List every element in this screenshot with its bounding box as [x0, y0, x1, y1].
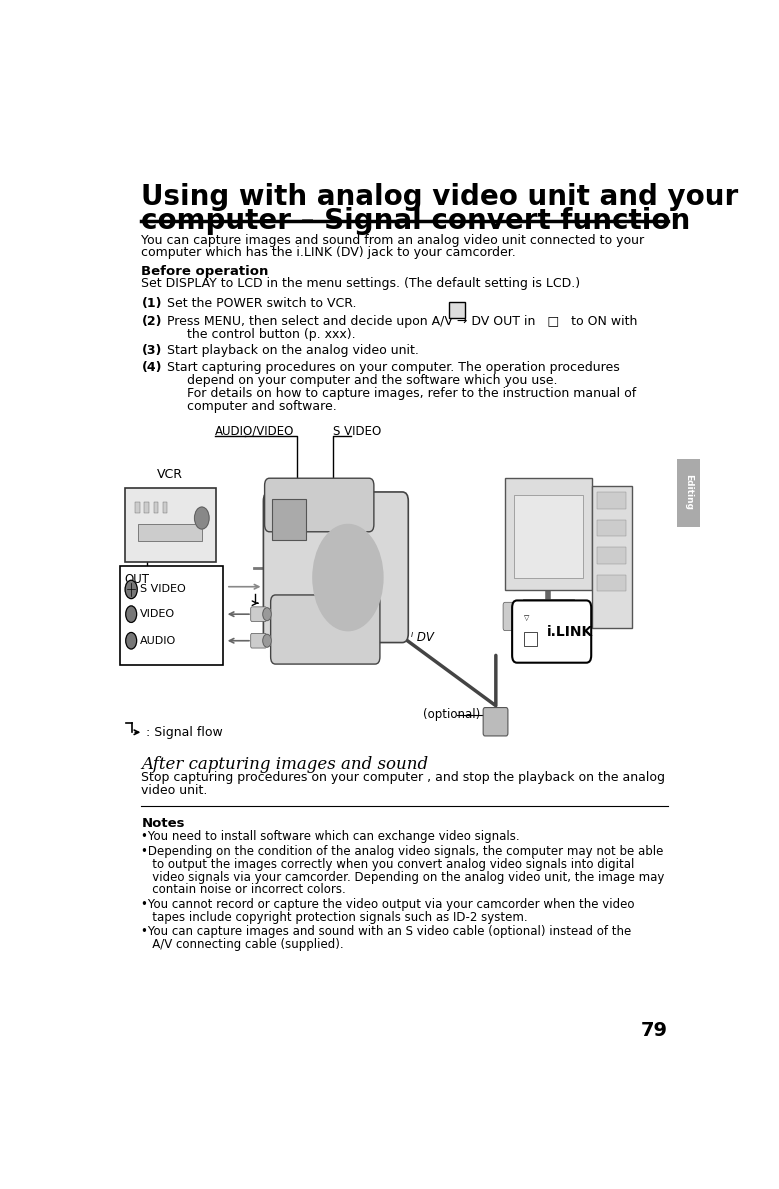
Text: Set the POWER switch to VCR.: Set the POWER switch to VCR.: [167, 297, 356, 310]
FancyBboxPatch shape: [506, 478, 592, 591]
Text: OUT: OUT: [125, 573, 150, 586]
Bar: [597, 547, 626, 564]
FancyBboxPatch shape: [512, 600, 591, 662]
Bar: [524, 631, 538, 647]
Bar: [144, 503, 150, 514]
Text: You can capture images and sound from an analog video unit connected to your: You can capture images and sound from an…: [142, 234, 644, 247]
FancyBboxPatch shape: [449, 302, 465, 319]
Text: : Signal flow: : Signal flow: [146, 725, 223, 738]
Text: contain noise or incorrect colors.: contain noise or incorrect colors.: [142, 883, 346, 897]
Circle shape: [125, 606, 136, 622]
Text: AUDIO/VIDEO: AUDIO/VIDEO: [215, 424, 294, 438]
Text: Start capturing procedures on your computer. The operation procedures: Start capturing procedures on your compu…: [167, 361, 619, 375]
Text: depend on your computer and the software which you use.: depend on your computer and the software…: [167, 375, 557, 388]
Circle shape: [339, 564, 357, 591]
FancyBboxPatch shape: [503, 603, 576, 630]
FancyBboxPatch shape: [125, 487, 216, 562]
FancyBboxPatch shape: [251, 634, 266, 648]
Bar: [593, 486, 632, 628]
Bar: [677, 459, 700, 527]
Text: •Depending on the condition of the analog video signals, the computer may not be: •Depending on the condition of the analo…: [142, 845, 664, 858]
Text: AUDIO: AUDIO: [140, 636, 177, 646]
Text: ᴵ DV: ᴵ DV: [411, 630, 434, 643]
Text: VCR: VCR: [157, 468, 183, 482]
Bar: [597, 574, 626, 591]
Text: •You can capture images and sound with an S video cable (optional) instead of th: •You can capture images and sound with a…: [142, 925, 632, 938]
FancyBboxPatch shape: [483, 707, 508, 736]
Bar: [139, 524, 202, 541]
Bar: [523, 598, 574, 610]
Text: video unit.: video unit.: [142, 784, 208, 797]
Circle shape: [319, 534, 377, 622]
Text: Editing: Editing: [684, 474, 693, 510]
Text: the control button (p. xxx).: the control button (p. xxx).: [167, 328, 355, 340]
Text: S VIDEO: S VIDEO: [333, 424, 381, 438]
Text: (1): (1): [142, 297, 162, 310]
Text: VIDEO: VIDEO: [140, 609, 175, 619]
Text: video signals via your camcorder. Depending on the analog video unit, the image : video signals via your camcorder. Depend…: [142, 870, 664, 883]
Text: For details on how to capture images, refer to the instruction manual of: For details on how to capture images, re…: [167, 388, 636, 401]
Text: Using with analog video unit and your: Using with analog video unit and your: [142, 183, 738, 210]
Circle shape: [327, 546, 369, 610]
Text: (3): (3): [142, 344, 162, 357]
Text: ▽: ▽: [524, 615, 530, 621]
Circle shape: [576, 606, 590, 627]
Text: Set DISPLAY to LCD in the menu settings. (The default setting is LCD.): Set DISPLAY to LCD in the menu settings.…: [142, 277, 580, 290]
Text: Press MENU, then select and decide upon A/V → DV OUT in   □   to ON with: Press MENU, then select and decide upon …: [167, 315, 637, 328]
Text: Stop capturing procedures on your computer , and stop the playback on the analog: Stop capturing procedures on your comput…: [142, 770, 665, 784]
Circle shape: [263, 608, 271, 621]
Circle shape: [263, 634, 271, 647]
Text: •You cannot record or capture the video output via your camcorder when the video: •You cannot record or capture the video …: [142, 898, 635, 911]
Circle shape: [333, 554, 363, 600]
Text: S VIDEO: S VIDEO: [140, 585, 186, 594]
Text: (4): (4): [142, 361, 162, 375]
Text: computer which has the i.LINK (DV) jack to your camcorder.: computer which has the i.LINK (DV) jack …: [142, 246, 516, 259]
Text: Start playback on the analog video unit.: Start playback on the analog video unit.: [167, 344, 418, 357]
Text: computer and software.: computer and software.: [167, 400, 337, 413]
Bar: [120, 566, 223, 665]
Bar: [163, 503, 167, 514]
Bar: [597, 520, 626, 536]
Circle shape: [195, 507, 209, 529]
Circle shape: [125, 633, 136, 649]
Text: tapes include copyright protection signals such as ID-2 system.: tapes include copyright protection signa…: [142, 911, 528, 924]
Text: Notes: Notes: [142, 817, 185, 830]
Bar: [153, 503, 158, 514]
Text: (2): (2): [142, 315, 162, 328]
FancyBboxPatch shape: [251, 606, 266, 622]
FancyBboxPatch shape: [265, 478, 374, 531]
Bar: [597, 492, 626, 509]
Bar: [136, 503, 140, 514]
Text: •You need to install software which can exchange video signals.: •You need to install software which can …: [142, 830, 520, 843]
Text: i.LINK: i.LINK: [547, 624, 594, 638]
Text: After capturing images and sound: After capturing images and sound: [142, 756, 428, 773]
Text: to output the images correctly when you convert analog video signals into digita: to output the images correctly when you …: [142, 857, 635, 870]
Circle shape: [313, 524, 383, 630]
Circle shape: [125, 580, 137, 598]
FancyBboxPatch shape: [263, 492, 408, 642]
Text: 79: 79: [641, 1021, 668, 1040]
Text: computer – Signal convert function: computer – Signal convert function: [142, 207, 691, 234]
Bar: [273, 499, 305, 540]
Text: Before operation: Before operation: [142, 265, 269, 278]
Bar: [514, 495, 583, 578]
Text: (optional): (optional): [424, 709, 481, 722]
FancyBboxPatch shape: [270, 594, 380, 665]
Text: A/V connecting cable (supplied).: A/V connecting cable (supplied).: [142, 938, 344, 951]
